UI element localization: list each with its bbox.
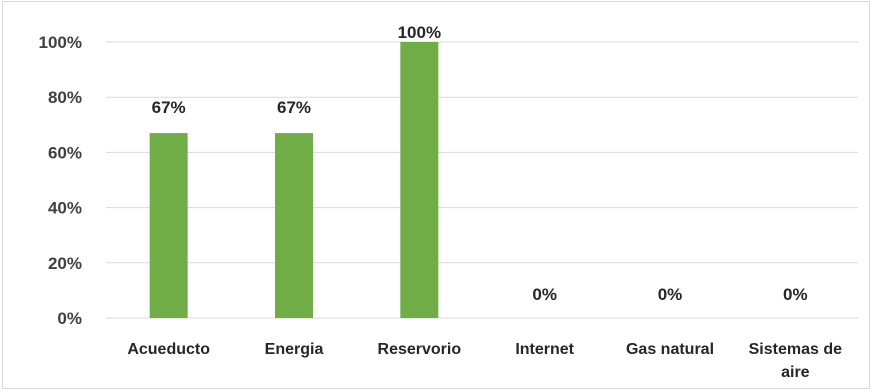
- x-category-label: Gas natural: [626, 341, 714, 358]
- data-label: 0%: [658, 285, 683, 304]
- y-tick-label: 0%: [57, 309, 82, 328]
- y-tick-label: 80%: [48, 88, 82, 107]
- data-label: 100%: [398, 23, 441, 42]
- bar: [275, 133, 313, 318]
- data-label: 0%: [783, 285, 808, 304]
- y-tick-label: 100%: [39, 33, 82, 52]
- x-category-label: Energia: [265, 341, 324, 358]
- x-category-label: Internet: [515, 341, 574, 358]
- x-category-label: Sistemas de aire: [749, 341, 842, 381]
- y-tick-label: 60%: [48, 143, 82, 162]
- gridlines: [106, 41, 858, 319]
- y-tick-label: 20%: [48, 254, 82, 273]
- x-axis-category-labels: Acueducto Energia Reservorio Internet Gas na…: [127, 341, 842, 381]
- x-category-label: Acueducto: [127, 341, 210, 358]
- bars: [149, 42, 439, 318]
- data-labels: 67% 67% 100% 0% 0% 0%: [152, 23, 808, 304]
- x-category-label: Reservorio: [378, 341, 462, 358]
- data-label: 67%: [152, 98, 186, 117]
- bar: [149, 133, 188, 318]
- data-label: 67%: [277, 98, 311, 117]
- y-axis-tick-labels: 0% 20% 40% 60% 80% 100%: [39, 33, 82, 328]
- y-tick-label: 40%: [48, 199, 82, 218]
- bar: [400, 42, 439, 318]
- data-label: 0%: [532, 285, 557, 304]
